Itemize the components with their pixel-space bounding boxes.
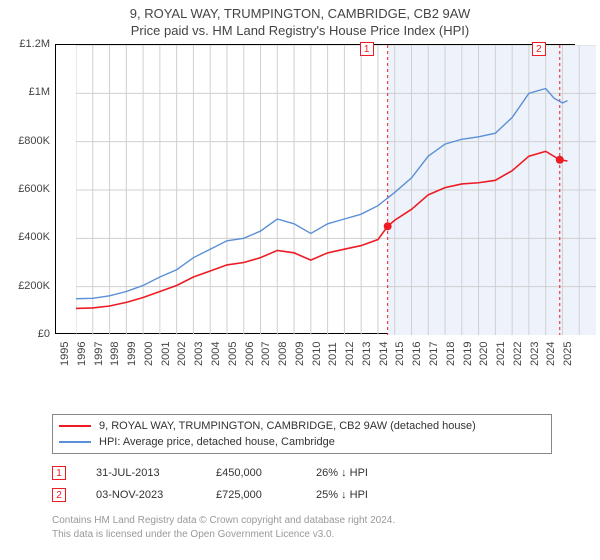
x-tick-label: 2019 (462, 342, 474, 366)
x-tick-label: 2025 (562, 342, 574, 366)
chart-marker-box: 1 (360, 42, 374, 56)
x-tick-label: 2015 (394, 342, 406, 366)
x-tick-label: 2009 (294, 342, 306, 366)
x-tick-label: 2020 (478, 342, 490, 366)
plot-area (55, 44, 575, 334)
sales-table: 1 31-JUL-2013 £450,000 26% ↓ HPI 2 03-NO… (52, 462, 552, 506)
x-tick-label: 2017 (428, 342, 440, 366)
x-tick-label: 2021 (495, 342, 507, 366)
sale-price: £450,000 (216, 467, 316, 479)
x-tick-label: 2014 (378, 342, 390, 366)
y-tick-label: £800K (18, 135, 50, 147)
x-tick-label: 2010 (311, 342, 323, 366)
legend: 9, ROYAL WAY, TRUMPINGTON, CAMBRIDGE, CB… (52, 414, 552, 454)
x-tick-label: 2005 (227, 342, 239, 366)
x-tick-label: 1997 (93, 342, 105, 366)
chart-title: 9, ROYAL WAY, TRUMPINGTON, CAMBRIDGE, CB… (0, 6, 600, 21)
sale-hpi: 25% ↓ HPI (316, 489, 552, 501)
chart-marker-box: 2 (532, 42, 546, 56)
x-tick-label: 2018 (445, 342, 457, 366)
x-tick-label: 2008 (277, 342, 289, 366)
y-tick-label: £400K (18, 231, 50, 243)
x-tick-label: 2007 (260, 342, 272, 366)
y-tick-label: £1.2M (19, 38, 50, 50)
sale-row: 1 31-JUL-2013 £450,000 26% ↓ HPI (52, 462, 552, 484)
chart-container: 9, ROYAL WAY, TRUMPINGTON, CAMBRIDGE, CB… (0, 0, 600, 560)
x-tick-label: 2004 (210, 342, 222, 366)
x-tick-label: 2016 (411, 342, 423, 366)
legend-label: 9, ROYAL WAY, TRUMPINGTON, CAMBRIDGE, CB… (99, 420, 476, 432)
y-tick-label: £200K (18, 280, 50, 292)
x-tick-label: 2024 (545, 342, 557, 366)
sale-price: £725,000 (216, 489, 316, 501)
title-block: 9, ROYAL WAY, TRUMPINGTON, CAMBRIDGE, CB… (0, 0, 600, 40)
legend-label: HPI: Average price, detached house, Camb… (99, 436, 335, 448)
legend-item-price-paid: 9, ROYAL WAY, TRUMPINGTON, CAMBRIDGE, CB… (59, 418, 545, 434)
x-tick-label: 2022 (512, 342, 524, 366)
y-tick-label: £0 (38, 328, 50, 340)
x-tick-label: 2001 (160, 342, 172, 366)
footer-line: This data is licensed under the Open Gov… (52, 528, 552, 542)
x-tick-label: 2012 (344, 342, 356, 366)
x-tick-label: 1996 (76, 342, 88, 366)
sale-marker-icon: 1 (52, 466, 66, 480)
y-tick-label: £600K (18, 183, 50, 195)
x-tick-label: 1999 (126, 342, 138, 366)
sale-date: 31-JUL-2013 (96, 467, 216, 479)
footer-line: Contains HM Land Registry data © Crown c… (52, 514, 552, 528)
x-tick-label: 2011 (327, 342, 339, 366)
chart-subtitle: Price paid vs. HM Land Registry's House … (0, 23, 600, 38)
x-tick-label: 1998 (109, 342, 121, 366)
x-tick-label: 1995 (59, 342, 71, 366)
x-tick-label: 2003 (193, 342, 205, 366)
y-tick-label: £1M (29, 86, 50, 98)
footer: Contains HM Land Registry data © Crown c… (52, 514, 552, 541)
legend-swatch (59, 425, 91, 427)
legend-swatch (59, 441, 91, 443)
sale-date: 03-NOV-2023 (96, 489, 216, 501)
sale-hpi: 26% ↓ HPI (316, 467, 552, 479)
sale-marker-icon: 2 (52, 488, 66, 502)
x-tick-label: 2002 (176, 342, 188, 366)
x-tick-label: 2006 (244, 342, 256, 366)
x-tick-label: 2013 (361, 342, 373, 366)
plot-wrap: £0£200K£400K£600K£800K£1M£1.2M 199519961… (35, 44, 595, 364)
sale-row: 2 03-NOV-2023 £725,000 25% ↓ HPI (52, 484, 552, 506)
x-tick-label: 2000 (143, 342, 155, 366)
legend-item-hpi: HPI: Average price, detached house, Camb… (59, 434, 545, 450)
chart-svg (76, 45, 596, 335)
x-tick-label: 2023 (529, 342, 541, 366)
